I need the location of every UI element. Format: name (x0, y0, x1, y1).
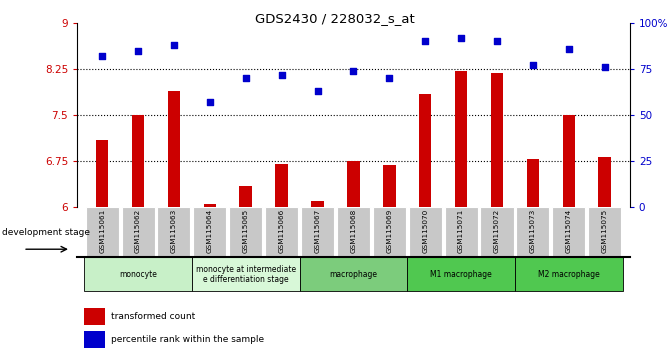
Bar (373, 207, 406, 257)
Point (169, 42, 180, 48)
Bar (229, 207, 262, 257)
Bar (275, 164, 288, 207)
Bar (337, 207, 370, 257)
Text: GSM115062: GSM115062 (135, 209, 141, 253)
Point (348, 68, 359, 74)
Bar (490, 73, 503, 207)
Text: GSM115067: GSM115067 (314, 209, 320, 253)
Bar (517, 207, 549, 257)
Text: GSM115072: GSM115072 (494, 209, 500, 253)
Point (420, 39, 431, 44)
Bar (409, 207, 442, 257)
Bar (96, 139, 109, 207)
Text: monocyte: monocyte (119, 270, 157, 279)
Text: transformed count: transformed count (111, 312, 195, 321)
Text: M2 macrophage: M2 macrophage (538, 270, 600, 279)
Bar (157, 207, 190, 257)
Bar (347, 161, 360, 207)
Text: macrophage: macrophage (330, 270, 377, 279)
Point (276, 72, 287, 78)
Text: M1 macrophage: M1 macrophage (430, 270, 492, 279)
Text: GSM115071: GSM115071 (458, 209, 464, 253)
Point (384, 75, 395, 81)
Bar (204, 204, 216, 207)
Bar (419, 93, 431, 207)
Point (600, 64, 610, 70)
Text: monocyte at intermediate
e differentiation stage: monocyte at intermediate e differentiati… (196, 265, 296, 284)
Text: GSM115065: GSM115065 (243, 209, 249, 253)
Bar (598, 157, 611, 207)
Bar (84, 331, 105, 348)
Point (96, 53, 107, 59)
Point (241, 75, 251, 81)
Bar (192, 257, 299, 291)
Bar (86, 207, 119, 257)
Text: GSM115064: GSM115064 (207, 209, 213, 253)
Bar (480, 207, 513, 257)
Bar (121, 207, 155, 257)
Bar (84, 308, 105, 325)
Bar (552, 207, 586, 257)
Point (492, 39, 502, 44)
Bar (563, 115, 575, 207)
Bar (455, 71, 468, 207)
Text: GSM115061: GSM115061 (99, 209, 105, 253)
Bar (312, 201, 324, 207)
Bar (515, 257, 622, 291)
Text: GSM115073: GSM115073 (530, 209, 536, 253)
Text: GSM115063: GSM115063 (171, 209, 177, 253)
Bar (239, 185, 252, 207)
Text: GSM115074: GSM115074 (565, 209, 572, 253)
Point (204, 99, 215, 105)
Bar (168, 91, 180, 207)
Bar (194, 207, 226, 257)
Point (563, 46, 574, 52)
Point (133, 48, 143, 53)
Bar (383, 165, 395, 207)
Text: GSM115066: GSM115066 (279, 209, 285, 253)
Bar (132, 115, 144, 207)
Text: GSM115068: GSM115068 (350, 209, 356, 253)
Bar (445, 207, 478, 257)
Text: percentile rank within the sample: percentile rank within the sample (111, 335, 264, 344)
Point (527, 63, 538, 68)
Bar (265, 207, 298, 257)
Bar (299, 257, 407, 291)
Text: GDS2430 / 228032_s_at: GDS2430 / 228032_s_at (255, 12, 415, 25)
Text: development stage: development stage (1, 228, 90, 237)
Point (456, 35, 466, 41)
Text: GSM115075: GSM115075 (602, 209, 608, 253)
Bar (588, 207, 621, 257)
Bar (84, 257, 192, 291)
Bar (527, 159, 539, 207)
Bar (407, 257, 515, 291)
Point (312, 88, 323, 94)
Text: GSM115069: GSM115069 (387, 209, 393, 253)
Bar (301, 207, 334, 257)
Text: GSM115070: GSM115070 (422, 209, 428, 253)
